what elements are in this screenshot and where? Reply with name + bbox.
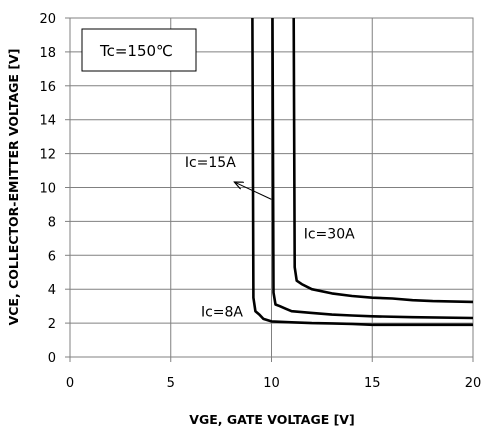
condition-box: Tc=150℃ xyxy=(81,28,197,72)
y-tick-label: 18 xyxy=(39,46,56,61)
series-line-ic-15a xyxy=(271,17,474,320)
y-tick-label: 10 xyxy=(39,182,56,197)
condition-box-frame xyxy=(81,28,197,72)
series-annotation: Ic=30A xyxy=(304,226,355,242)
annotation-arrow xyxy=(235,182,272,200)
x-axis-label: VGE, GATE VOLTAGE [V] xyxy=(189,412,354,427)
series-lines xyxy=(251,17,474,327)
y-tick-label: 0 xyxy=(48,351,56,366)
y-tick-label: 8 xyxy=(48,215,56,230)
y-tick-label: 16 xyxy=(39,80,56,95)
y-tick-label: 6 xyxy=(48,249,56,264)
y-axis-label: VCE, COLLECTOR-EMITTER VOLTAGE [V] xyxy=(6,49,21,326)
x-tick-label: 20 xyxy=(465,376,482,391)
x-tick-label: 15 xyxy=(364,376,381,391)
axes: 0 2 4 6 8 10 12 14 16 18 20 0 5 10 15 20 xyxy=(39,12,481,391)
y-tick-label: 4 xyxy=(48,283,56,298)
series-annotation: Ic=8A xyxy=(201,304,243,320)
x-tick-label: 5 xyxy=(167,376,175,391)
series-line-ic-8a xyxy=(251,17,473,327)
condition-label: Tc=150℃ xyxy=(99,42,173,60)
y-tick-label: 2 xyxy=(48,317,56,332)
x-tick-label: 0 xyxy=(66,376,74,391)
series-annotation: Ic=15A xyxy=(185,155,236,171)
x-tick-label: 10 xyxy=(263,376,280,391)
y-tick-label: 12 xyxy=(39,148,56,163)
y-tick-label: 20 xyxy=(39,12,56,27)
series-line-ic-30a xyxy=(292,17,474,304)
y-tick-label: 14 xyxy=(39,114,56,129)
annotations: Ic=15A Ic=30A Ic=8A xyxy=(185,155,355,320)
